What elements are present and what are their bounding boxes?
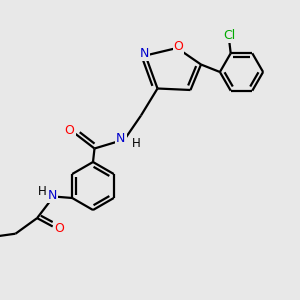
Text: N: N (116, 131, 126, 145)
Text: N: N (139, 47, 149, 61)
Text: O: O (174, 40, 183, 53)
Text: O: O (65, 124, 74, 137)
Text: H: H (38, 184, 46, 198)
Text: O: O (54, 221, 64, 235)
Text: H: H (131, 136, 140, 150)
Text: N: N (47, 189, 57, 203)
Text: Cl: Cl (223, 29, 235, 42)
